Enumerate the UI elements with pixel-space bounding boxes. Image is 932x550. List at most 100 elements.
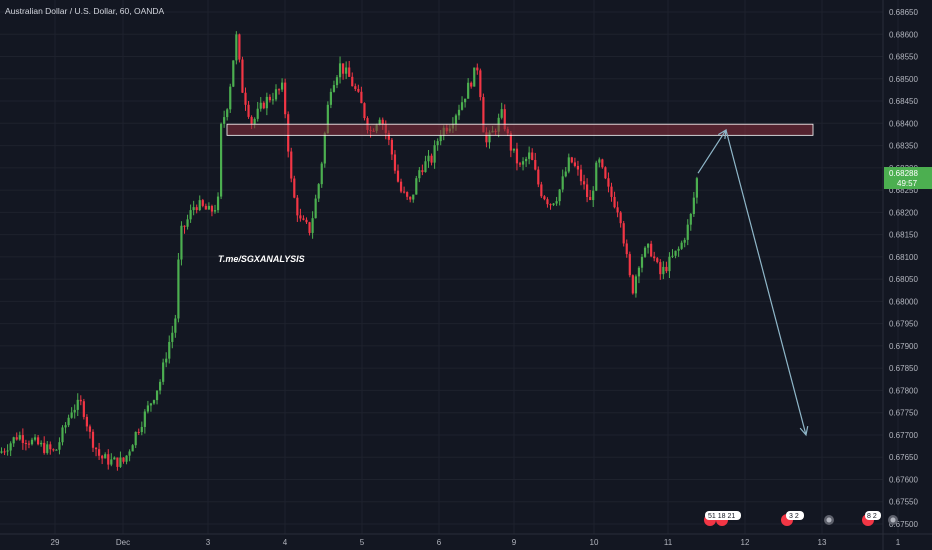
time-axis[interactable]: 29 Dec 3 4 5 6 9 10 11 12 13 1 — [51, 538, 901, 547]
candle-body — [43, 442, 46, 453]
candle-body — [122, 457, 125, 462]
candle-body — [628, 254, 631, 276]
event-marker-label: 51 18 21 — [708, 513, 735, 520]
candle-body — [534, 159, 537, 170]
candle-body — [0, 451, 3, 453]
candle-body — [281, 82, 284, 90]
candle-body — [177, 259, 180, 319]
projection-arrow-up[interactable] — [697, 129, 727, 174]
candle-body — [101, 455, 104, 459]
candle-body — [159, 381, 162, 391]
candle-body — [125, 455, 128, 462]
candle-body — [323, 133, 326, 164]
candle-body — [49, 444, 52, 450]
event-marker[interactable]: 3 2 — [781, 511, 804, 526]
price-tick-label: 0.67750 — [889, 409, 918, 418]
candle-body — [137, 431, 140, 433]
price-tick-label: 0.68050 — [889, 275, 918, 284]
price-tick-label: 0.67600 — [889, 475, 918, 484]
candle-body — [152, 400, 156, 404]
candle-body — [213, 210, 217, 212]
price-tick-label: 0.68500 — [889, 75, 918, 84]
candle-body — [412, 194, 415, 200]
candle-body — [543, 196, 546, 200]
projection-arrow-down[interactable] — [725, 129, 807, 436]
candle-body — [201, 200, 204, 206]
candle-body — [232, 60, 235, 87]
candle-body — [515, 148, 519, 164]
candle-body — [46, 444, 49, 453]
candle-body — [622, 223, 625, 244]
candle-body — [393, 154, 397, 171]
event-marker[interactable]: 51 18 21 — [704, 511, 741, 526]
candle-body — [357, 88, 360, 92]
candle-body — [482, 97, 485, 133]
candle-body — [58, 442, 61, 450]
candle-body — [415, 178, 418, 195]
candle-body — [342, 63, 345, 74]
current-price-tag-bg — [884, 167, 932, 189]
candle-body — [650, 243, 653, 257]
price-tick-label: 0.67900 — [889, 342, 918, 351]
price-axis[interactable]: 0.68650 0.68600 0.68550 0.68500 0.68450 0.684… — [889, 8, 918, 529]
event-markers[interactable]: 51 18 21 3 2 8 2 — [704, 511, 898, 526]
candle-body — [677, 248, 680, 251]
candle-body — [433, 145, 436, 163]
event-marker[interactable] — [888, 515, 898, 525]
candle-body — [198, 200, 201, 211]
date-tick-label: 13 — [818, 538, 827, 547]
candle-body — [403, 191, 406, 193]
candle-body — [424, 161, 427, 173]
candle-body — [567, 157, 570, 172]
candle-body — [637, 267, 641, 277]
candle-body — [104, 454, 107, 459]
candle-body — [668, 256, 671, 272]
event-marker[interactable] — [824, 515, 834, 525]
candle-body — [235, 34, 238, 61]
candle-body — [299, 215, 302, 219]
candle-body — [512, 148, 515, 151]
candle-body — [76, 399, 79, 410]
globe-icon — [826, 517, 832, 523]
candle-body — [302, 218, 305, 220]
price-tick-label: 0.68100 — [889, 253, 918, 262]
candle-body — [683, 239, 686, 243]
candle-body — [226, 109, 229, 118]
candle-body — [613, 196, 616, 208]
candle-body — [290, 151, 293, 179]
candle-body — [189, 210, 192, 220]
candle-body — [671, 255, 674, 257]
candle-body — [549, 204, 552, 206]
candle-body — [98, 449, 101, 456]
resistance-zone[interactable] — [226, 123, 814, 136]
candle-body — [378, 119, 381, 125]
event-marker[interactable]: 8 2 — [862, 511, 881, 526]
candle-body — [335, 77, 339, 86]
candle-body — [561, 176, 564, 190]
candle-body — [457, 109, 461, 116]
candle-body — [238, 34, 241, 60]
candle-body — [619, 212, 622, 224]
candle-body — [70, 412, 73, 418]
candle-body — [427, 155, 430, 162]
candle-body — [662, 266, 665, 275]
candle-body — [418, 170, 421, 179]
candle-body — [192, 207, 195, 211]
candle-body — [311, 218, 314, 233]
candle-body — [665, 266, 668, 272]
candle-body — [268, 96, 271, 101]
candle-body — [183, 225, 186, 227]
candle-body — [15, 437, 18, 440]
candle-body — [61, 427, 64, 443]
candle-body — [488, 132, 491, 143]
candle-body — [21, 435, 24, 443]
candle-body — [555, 201, 558, 204]
candle-body — [210, 205, 214, 212]
candle-body — [85, 416, 88, 427]
candle-body — [467, 82, 470, 99]
candle-body — [64, 425, 67, 428]
candle-body — [464, 98, 467, 103]
candle-body — [610, 186, 613, 197]
